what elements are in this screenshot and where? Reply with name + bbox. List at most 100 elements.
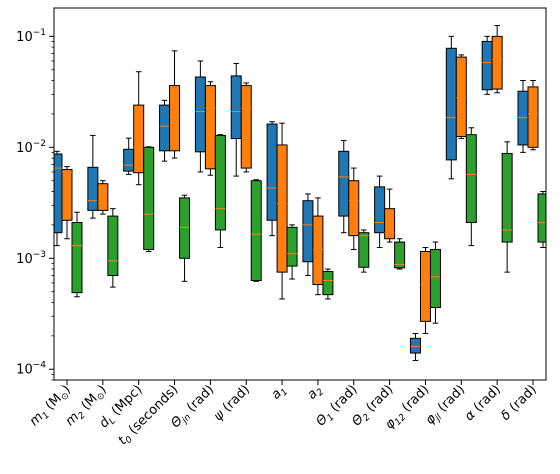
ytick-exponent: −1 bbox=[33, 28, 46, 38]
box-orange-6 bbox=[240, 82, 252, 173]
box-body bbox=[107, 215, 119, 276]
ytick-label: 10−4 bbox=[16, 361, 46, 378]
box-green-9 bbox=[358, 229, 370, 273]
xtick-label-sub: 2 bbox=[361, 412, 372, 423]
box-body bbox=[322, 270, 334, 296]
ytick-exponent: −2 bbox=[33, 139, 46, 149]
box-body bbox=[374, 186, 386, 234]
xtick-label-tail: (rad) bbox=[360, 382, 396, 418]
box-body bbox=[133, 104, 145, 174]
ytick-base: 10 bbox=[16, 252, 33, 267]
box-green-3 bbox=[143, 146, 155, 253]
plot-area bbox=[54, 25, 546, 361]
box-blue-7 bbox=[266, 121, 278, 237]
xtick-label: a2 bbox=[304, 382, 326, 404]
box-body bbox=[194, 76, 206, 153]
box-body bbox=[286, 226, 298, 267]
xtick-label: a1 bbox=[269, 382, 291, 404]
box-body bbox=[491, 35, 503, 90]
box-body bbox=[501, 152, 513, 243]
box-body bbox=[143, 146, 155, 250]
box-body bbox=[481, 40, 493, 91]
axes-frame bbox=[53, 7, 547, 381]
box-blue-14 bbox=[517, 79, 529, 153]
box-orange-3 bbox=[133, 71, 145, 186]
box-blue-8 bbox=[302, 193, 314, 276]
box-body bbox=[429, 248, 441, 309]
box-orange-1 bbox=[61, 166, 73, 240]
box-body bbox=[358, 232, 370, 268]
box-blue-12 bbox=[445, 35, 457, 180]
box-body bbox=[302, 200, 314, 263]
box-blue-13 bbox=[481, 35, 493, 95]
box-body bbox=[445, 47, 457, 161]
box-body bbox=[419, 251, 431, 322]
box-body bbox=[537, 193, 546, 243]
box-blue-10 bbox=[374, 175, 386, 249]
box-green-8 bbox=[322, 268, 334, 300]
box-body bbox=[266, 123, 278, 221]
box-orange-9 bbox=[348, 167, 360, 250]
xtick-label-sub: L bbox=[107, 416, 118, 427]
box-blue-2 bbox=[87, 134, 99, 219]
xtick-label-sub: 1 bbox=[326, 413, 337, 424]
xtick-label: φjl (rad) bbox=[423, 382, 470, 429]
box-body bbox=[348, 180, 360, 237]
box-body bbox=[384, 208, 396, 240]
box-orange-4 bbox=[169, 50, 181, 159]
box-orange-12 bbox=[455, 54, 467, 140]
box-blue-5 bbox=[194, 60, 206, 173]
box-body bbox=[214, 134, 226, 231]
box-body bbox=[394, 241, 406, 269]
ytick-label: 10−1 bbox=[16, 28, 46, 45]
box-green-2 bbox=[107, 208, 119, 288]
box-body bbox=[250, 180, 262, 282]
box-body bbox=[204, 85, 216, 170]
ytick-label: 10−3 bbox=[16, 250, 46, 267]
box-green-7 bbox=[286, 224, 298, 280]
box-green-6 bbox=[250, 179, 262, 282]
box-body bbox=[61, 169, 73, 221]
box-orange-8 bbox=[312, 197, 324, 296]
box-blue-11 bbox=[409, 332, 421, 361]
box-green-12 bbox=[465, 127, 477, 247]
box-body bbox=[455, 56, 467, 138]
box-green-10 bbox=[394, 238, 406, 270]
box-orange-10 bbox=[384, 188, 396, 243]
xtick-label-sub: 2 bbox=[77, 410, 88, 421]
box-body bbox=[159, 104, 171, 152]
box-blue-3 bbox=[123, 137, 135, 175]
box-orange-13 bbox=[491, 25, 503, 94]
box-body bbox=[312, 215, 324, 286]
box-body bbox=[169, 85, 181, 152]
ytick-exponent: −3 bbox=[33, 250, 46, 260]
box-body bbox=[240, 85, 252, 169]
box-body bbox=[338, 150, 350, 217]
box-orange-2 bbox=[97, 180, 109, 215]
xtick-label: α (rad) bbox=[462, 382, 504, 424]
box-blue-9 bbox=[338, 140, 350, 234]
box-blue-6 bbox=[230, 62, 242, 177]
box-body bbox=[97, 183, 109, 211]
ytick-exponent: −4 bbox=[33, 361, 47, 371]
box-green-4 bbox=[179, 194, 191, 282]
box-body bbox=[87, 166, 99, 211]
box-green-14 bbox=[537, 190, 546, 249]
box-body bbox=[179, 197, 191, 259]
box-body bbox=[123, 148, 135, 172]
box-body bbox=[409, 337, 421, 354]
xtick-label-sub: 1 bbox=[279, 387, 290, 398]
xtick-label: δ (rad) bbox=[498, 382, 540, 424]
box-body bbox=[71, 222, 83, 294]
xtick-label-sub: 1 bbox=[41, 411, 52, 422]
box-orange-14 bbox=[527, 79, 539, 151]
xtick-label-tail: (rad) bbox=[217, 382, 253, 418]
box-orange-7 bbox=[276, 122, 288, 300]
xtick-label-sub: 0 bbox=[124, 435, 135, 446]
box-body bbox=[276, 144, 288, 273]
xtick-label-tail: (rad) bbox=[504, 382, 540, 418]
ytick-base: 10 bbox=[16, 363, 33, 378]
ytick-label: 10−2 bbox=[16, 139, 46, 156]
